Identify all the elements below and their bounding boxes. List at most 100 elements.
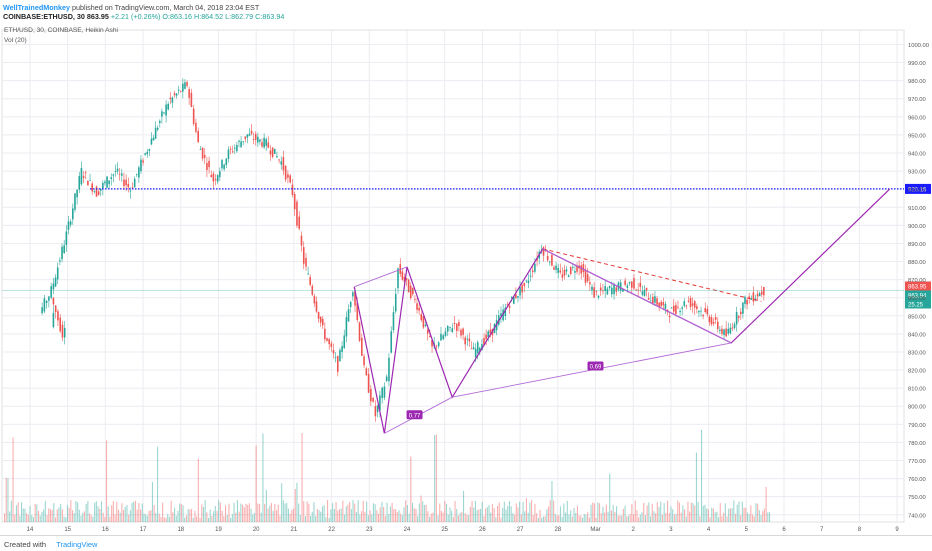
candle-body xyxy=(611,287,613,295)
candle-body xyxy=(595,290,598,292)
volume-bar xyxy=(587,512,589,522)
candle-body xyxy=(317,312,320,319)
candle-body xyxy=(78,176,81,190)
volume-bar xyxy=(667,500,669,522)
candle-body xyxy=(542,247,545,256)
volume-bar xyxy=(330,509,332,522)
candle-body xyxy=(179,91,182,92)
candle-body xyxy=(681,307,683,309)
volume-bar xyxy=(366,501,368,522)
candle-body xyxy=(589,282,591,285)
volume-bar xyxy=(634,500,636,522)
volume-bar xyxy=(80,515,82,522)
volume-bar xyxy=(471,500,473,522)
volume-bar xyxy=(636,510,638,522)
candle-body xyxy=(760,291,763,295)
candle-body xyxy=(347,309,350,322)
volume-bar xyxy=(236,500,238,522)
candle-body xyxy=(733,324,736,328)
volume-bar xyxy=(10,500,12,522)
y-tick-label: 760.00 xyxy=(908,477,926,483)
volume-bar xyxy=(136,509,138,522)
x-tick-label: 5 xyxy=(745,527,749,533)
price-tag-label: 863.95 xyxy=(908,284,927,290)
candle-body xyxy=(206,163,208,171)
candle-body xyxy=(426,330,429,334)
volume-bar xyxy=(264,504,266,522)
y-tick-label: 910.00 xyxy=(908,206,926,212)
candle-body xyxy=(740,311,742,314)
candle-body xyxy=(756,293,759,297)
volume-bar xyxy=(488,505,490,522)
volume-bar xyxy=(527,512,529,522)
volume-bar xyxy=(512,513,514,522)
y-tick-label: 960.00 xyxy=(908,115,926,121)
candle-body xyxy=(298,216,301,229)
volume-bar xyxy=(185,515,187,522)
candle-body xyxy=(506,304,509,306)
volume-bar xyxy=(225,505,227,522)
candle-body xyxy=(416,303,418,310)
volume-bar xyxy=(240,503,242,522)
tradingview-logo[interactable]: TradingView xyxy=(56,540,98,549)
volume-bar xyxy=(410,456,412,522)
candle-body xyxy=(700,310,702,312)
volume-bar xyxy=(524,511,526,522)
candle-body xyxy=(593,287,595,298)
candle-body xyxy=(731,327,734,329)
price-series xyxy=(41,78,765,422)
x-tick-label: 25 xyxy=(441,527,448,533)
candle-body xyxy=(567,275,570,277)
candle-body xyxy=(195,122,197,132)
volume-bar xyxy=(743,507,745,522)
volume-bar xyxy=(697,501,699,522)
volume-bar xyxy=(121,503,123,522)
volume-bar xyxy=(463,490,465,522)
volume-bar xyxy=(83,511,85,522)
candle-body xyxy=(652,296,654,304)
volume-bar xyxy=(87,501,89,522)
volume-bar xyxy=(750,505,752,522)
price-chart[interactable]: 920.15 0.77 0.69 863.95 863.94 25.25 1000.00 9… xyxy=(0,22,932,535)
volume-bar xyxy=(641,512,643,522)
candle-body xyxy=(519,287,521,296)
volume-bar xyxy=(279,515,281,522)
volume-bar xyxy=(522,502,524,522)
candle-body xyxy=(163,112,165,114)
candle-body xyxy=(159,120,161,123)
author-link[interactable]: WellTrainedMonkey xyxy=(3,3,70,12)
volume-bar xyxy=(128,514,130,522)
volume-bar xyxy=(141,503,143,522)
volume-bar xyxy=(490,512,492,522)
volume-bar xyxy=(590,504,592,522)
volume-bar xyxy=(4,513,6,522)
candle-body xyxy=(125,179,127,186)
volume-bar xyxy=(17,502,19,522)
volume-bar xyxy=(440,510,442,522)
candle-body xyxy=(555,265,557,270)
candle-body xyxy=(63,327,66,338)
candle-body xyxy=(525,280,528,282)
volume-bar xyxy=(126,504,128,522)
volume-bar xyxy=(328,517,330,522)
volume-bar xyxy=(503,501,505,522)
volume-bar xyxy=(12,437,14,522)
ohlc-low: L:862.79 xyxy=(225,12,254,21)
volume-bar xyxy=(702,505,704,522)
volume-bar xyxy=(542,516,544,522)
candle-body xyxy=(557,268,559,273)
volume-bar xyxy=(179,503,181,522)
candle-body xyxy=(735,312,738,325)
volume-bar xyxy=(517,507,519,522)
ohlc-high: H:864.52 xyxy=(194,12,224,21)
x-tick-label: 2 xyxy=(632,527,636,533)
volume-bar xyxy=(38,510,40,522)
volume-bar xyxy=(769,512,771,522)
candle-body xyxy=(599,287,602,291)
volume-bar xyxy=(491,504,493,522)
volume-bar xyxy=(218,500,220,522)
candle-body xyxy=(584,270,587,283)
volume-bar xyxy=(500,517,502,522)
candle-body xyxy=(515,294,517,299)
volume-bar xyxy=(748,514,750,522)
